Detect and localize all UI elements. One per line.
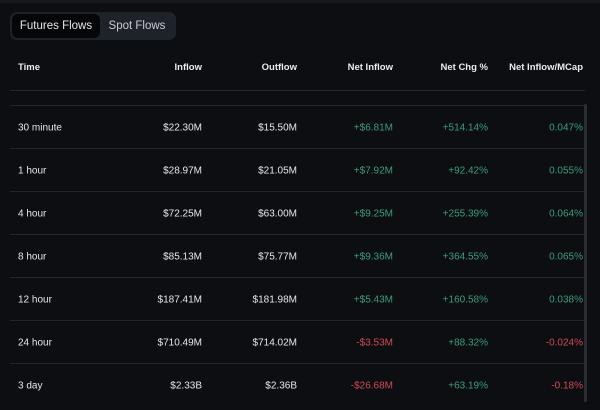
flow-type-tabs: Futures Flows Spot Flows [10,12,176,40]
table-row: 3 day $2.33B $2.36B -$26.68M +63.19% -0.18% [0,364,600,407]
inflow-cell: $2.33B [170,380,202,391]
inflow-cell: $22.30M [163,122,202,133]
outflow-cell: $714.02M [252,337,297,348]
col-outflow[interactable]: Outflow [261,62,297,73]
net-inflow-mcap-cell: 0.047% [549,122,583,133]
scrollbar[interactable] [584,104,587,402]
time-cell: 24 hour [18,337,52,348]
net-inflow-cell: +$5.43M [353,294,393,305]
row-divider [10,277,585,278]
table-row: 1 hour $28.97M $21.05M +$7.92M +92.42% 0.055% [0,149,600,192]
tab-spot-flows[interactable]: Spot Flows [108,20,166,32]
time-cell: 3 day [18,380,43,391]
outflow-cell: $15.50M [258,122,297,133]
net-chg-cell: +364.55% [442,251,488,262]
net-chg-cell: +92.42% [448,165,488,176]
table-row: 8 hour $85.13M $75.77M +$9.36M +364.55% 0.065… [0,235,600,278]
net-chg-cell: +255.39% [442,208,488,219]
row-divider [10,234,585,235]
time-cell: 30 minute [18,122,62,133]
inflow-cell: $28.97M [163,165,202,176]
divider [10,105,585,106]
col-net-inflow-mcap[interactable]: Net Inflow/MCap [509,62,583,73]
inflow-cell: $187.41M [157,294,202,305]
time-cell: 8 hour [18,251,47,262]
net-inflow-cell: +$9.36M [353,251,393,262]
inflow-cell: $710.49M [157,337,202,348]
net-inflow-mcap-cell: -0.18% [551,380,583,391]
time-cell: 4 hour [18,208,47,219]
col-inflow[interactable]: Inflow [174,62,202,73]
net-inflow-mcap-cell: 0.065% [549,251,583,262]
table-row: 24 hour $710.49M $714.02M -$3.53M +88.32% -0.… [0,321,600,364]
col-time[interactable]: Time [18,62,41,73]
inflow-cell: $72.25M [163,208,202,219]
outflow-cell: $2.36B [265,380,297,391]
row-divider [10,191,585,192]
table-row: 4 hour $72.25M $63.00M +$9.25M +255.39% 0.064… [0,192,600,235]
net-inflow-cell: +$9.25M [353,208,393,219]
tab-futures-flows[interactable]: Futures Flows [12,14,100,38]
row-divider [10,320,585,321]
net-inflow-mcap-cell: 0.055% [549,165,583,176]
col-net-inflow[interactable]: Net Inflow [347,62,393,73]
table-header: Time Inflow Outflow Net Inflow Net Chg %… [0,62,600,78]
table-row: 12 hour $187.41M $181.98M +$5.43M +160.58% 0.… [0,278,600,321]
net-inflow-cell: +$6.81M [353,122,393,133]
inflow-cell: $85.13M [163,251,202,262]
time-cell: 12 hour [18,294,52,305]
net-inflow-mcap-cell: -0.024% [545,337,583,348]
outflow-cell: $21.05M [258,165,297,176]
net-inflow-mcap-cell: 0.064% [549,208,583,219]
top-divider [0,0,600,3]
outflow-cell: $181.98M [252,294,297,305]
row-divider [10,363,585,364]
time-cell: 1 hour [18,165,47,176]
net-inflow-mcap-cell: 0.038% [549,294,583,305]
net-inflow-cell: +$7.92M [353,165,393,176]
net-inflow-cell: -$3.53M [356,337,393,348]
net-chg-cell: +63.19% [448,380,488,391]
col-net-chg[interactable]: Net Chg % [440,62,489,73]
net-chg-cell: +160.58% [442,294,488,305]
divider [10,90,585,91]
row-divider [10,148,585,149]
net-chg-cell: +514.14% [442,122,488,133]
net-inflow-cell: -$26.68M [350,380,393,391]
net-chg-cell: +88.32% [448,337,488,348]
table-row: 30 minute $22.30M $15.50M +$6.81M +514.14% 0.… [0,106,600,149]
outflow-cell: $75.77M [258,251,297,262]
outflow-cell: $63.00M [258,208,297,219]
